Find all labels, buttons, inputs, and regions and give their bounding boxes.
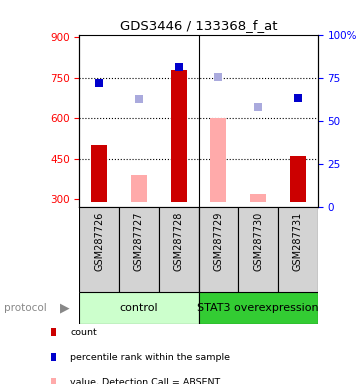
Title: GDS3446 / 133368_f_at: GDS3446 / 133368_f_at	[120, 19, 277, 32]
Text: count: count	[70, 328, 97, 337]
Text: GSM287728: GSM287728	[174, 212, 184, 271]
Text: ▶: ▶	[60, 302, 69, 314]
Bar	[79, 207, 119, 292]
Text: STAT3 overexpression: STAT3 overexpression	[197, 303, 319, 313]
Bar	[238, 207, 278, 292]
Bar	[119, 207, 159, 292]
Text: percentile rank within the sample: percentile rank within the sample	[70, 353, 230, 362]
Bar	[250, 194, 266, 202]
Bar	[171, 70, 187, 202]
Bar	[159, 207, 199, 292]
Text: value, Detection Call = ABSENT: value, Detection Call = ABSENT	[70, 377, 221, 384]
Text: GSM287726: GSM287726	[94, 212, 104, 271]
Bar	[79, 292, 199, 324]
Bar	[199, 292, 318, 324]
Bar	[290, 156, 306, 202]
Text: protocol: protocol	[4, 303, 46, 313]
Bar	[91, 145, 107, 202]
Bar	[278, 207, 318, 292]
Bar	[199, 207, 238, 292]
Text: GSM287731: GSM287731	[293, 212, 303, 271]
Bar	[210, 118, 226, 202]
Text: GSM287730: GSM287730	[253, 212, 263, 271]
Text: control: control	[120, 303, 158, 313]
Text: GSM287729: GSM287729	[213, 212, 223, 271]
Bar	[131, 175, 147, 202]
Text: GSM287727: GSM287727	[134, 212, 144, 271]
